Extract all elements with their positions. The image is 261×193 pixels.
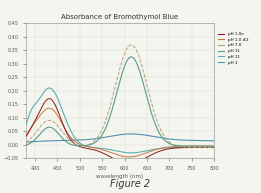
Y-axis label: Absorbance: Absorbance	[0, 74, 1, 107]
Title: Absorbance of Bromothymol Blue: Absorbance of Bromothymol Blue	[61, 14, 179, 20]
Legend: pH 1.0e, pH 1.0 #2, pH 7.0, pH 11, pH 11, pH 1: pH 1.0e, pH 1.0 #2, pH 7.0, pH 11, pH 11…	[218, 32, 248, 65]
Text: Figure 2: Figure 2	[110, 179, 151, 189]
X-axis label: wavelength (nm): wavelength (nm)	[97, 174, 144, 179]
